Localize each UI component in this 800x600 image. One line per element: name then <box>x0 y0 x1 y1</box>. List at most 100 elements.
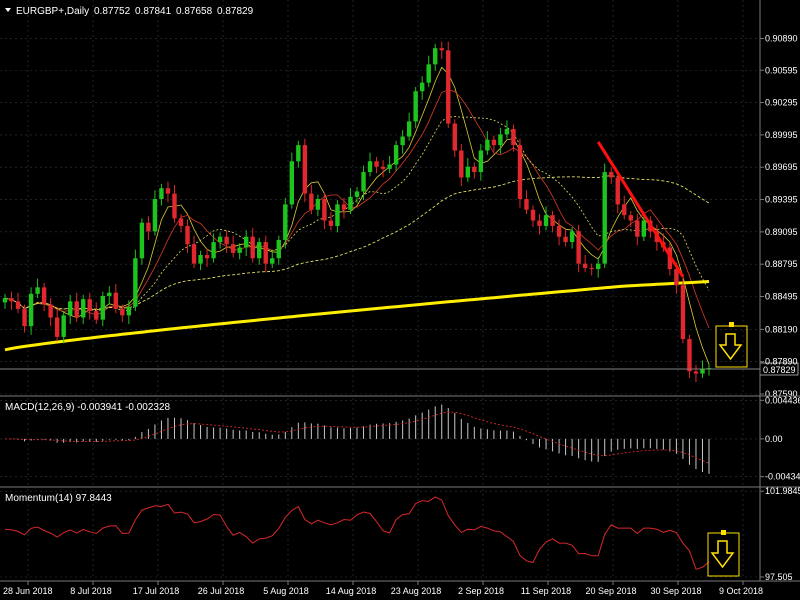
candle-body <box>530 209 536 221</box>
candle-body <box>622 204 627 216</box>
macd-tick-label: -0.00434 <box>765 472 800 482</box>
candle-body <box>406 121 412 137</box>
price-grid <box>0 0 760 395</box>
candle-body <box>706 368 712 370</box>
candle-body <box>446 50 451 124</box>
pane-title: EURGBP+,Daily 0.87752 0.87841 0.87658 0.… <box>5 6 254 17</box>
macd-signal-line <box>5 411 710 464</box>
candle-body <box>595 263 601 270</box>
price-tick-label: 0.89695 <box>765 162 798 172</box>
candle-body <box>452 123 457 151</box>
date-tick-label: 5 Aug 2018 <box>263 586 309 596</box>
candle-body <box>257 242 262 259</box>
ohlc-low: 0.87658 <box>176 6 213 17</box>
candle-body <box>165 188 171 194</box>
candle-body <box>250 236 255 259</box>
ohlc-open: 0.87752 <box>94 6 131 17</box>
candle-body <box>322 198 327 221</box>
date-tick-label: 8 Jul 2018 <box>70 586 112 596</box>
candle-body <box>283 204 288 240</box>
candle-body <box>146 222 151 232</box>
candle-body <box>543 215 549 226</box>
candle-body <box>465 166 471 178</box>
candle-body <box>107 292 112 296</box>
candle-body <box>309 193 314 210</box>
candle-body <box>74 301 79 318</box>
candle-body <box>504 128 510 135</box>
date-tick-label: 17 Jul 2018 <box>133 586 180 596</box>
candle-body <box>693 371 699 374</box>
candle-body <box>270 258 275 264</box>
date-tick-label: 2 Sep 2018 <box>458 586 504 596</box>
candle-body <box>524 198 529 210</box>
momentum-grid <box>0 489 760 579</box>
price-tick-label: 0.88795 <box>765 259 798 269</box>
date-tick-label: 28 Jun 2018 <box>3 586 53 596</box>
price-tick-label: 0.89995 <box>765 130 798 140</box>
momentum-pane[interactable]: Momentum(14) 97.8443 101.9845 97.505 <box>0 486 800 582</box>
candle-body <box>67 301 73 316</box>
candle-body <box>433 48 438 65</box>
candle-body <box>296 145 301 162</box>
candle-body <box>576 231 581 264</box>
candle-body <box>178 218 184 226</box>
candle-body <box>517 145 523 199</box>
momentum-line <box>4 496 710 570</box>
date-tick-label: 23 Aug 2018 <box>391 586 442 596</box>
candle-body <box>204 255 210 259</box>
macd-title: MACD(12,26,9) -0.003941 -0.002328 <box>5 402 171 413</box>
candle-body <box>700 369 705 374</box>
candle-body <box>159 188 164 199</box>
price-tick-label: 0.87590 <box>765 389 798 399</box>
symbol-title: EURGBP+,Daily <box>16 6 89 17</box>
down-arrow-icon <box>710 540 735 569</box>
candle-body <box>348 196 353 210</box>
candle-body <box>439 48 444 51</box>
date-tick-label: 30 Sep 2018 <box>650 586 701 596</box>
candle-body <box>341 204 347 210</box>
candle-body <box>380 166 386 169</box>
candle-body <box>198 255 203 264</box>
price-pane[interactable]: 0.87829 EURGBP+,Daily 0.87752 0.87841 0.… <box>0 0 799 399</box>
candle-body <box>185 225 190 245</box>
candle-body <box>413 91 418 122</box>
macd-tick-label: 0.004436 <box>765 395 800 405</box>
candle-body <box>602 172 607 264</box>
candle-body <box>61 315 66 337</box>
candle-body <box>393 145 399 165</box>
candle-body <box>582 263 588 268</box>
price-axis: 0.90890 0.90595 0.90295 0.89995 0.89695 0.893… <box>760 33 798 399</box>
date-tick-label: 14 Aug 2018 <box>326 586 377 596</box>
macd-grid <box>0 398 760 485</box>
macd-axis: 0.004436 0.00 -0.00434 <box>760 395 800 482</box>
downtrend-line <box>596 141 685 278</box>
candle-body <box>674 269 679 286</box>
annotation-marker <box>729 322 734 327</box>
candle-body <box>563 236 568 243</box>
dropdown-triangle-icon[interactable] <box>5 8 11 12</box>
candle-body <box>491 139 497 146</box>
candle-body <box>41 287 47 305</box>
candle-body <box>419 82 425 92</box>
price-tick-label: 0.90595 <box>765 65 798 75</box>
candle-body <box>15 301 21 309</box>
ohlc-close: 0.87829 <box>217 6 254 17</box>
macd-pane[interactable]: MACD(12,26,9) -0.003941 -0.002328 0.0044… <box>0 395 800 485</box>
price-tick-label: 0.90295 <box>765 98 798 108</box>
candle-body <box>54 317 60 337</box>
candle-body <box>628 215 633 221</box>
price-tick-label: 0.89395 <box>765 195 798 205</box>
current-price-label: 0.87829 <box>763 365 796 375</box>
candle-body <box>81 299 86 318</box>
candle-body <box>263 242 268 264</box>
candlesticks <box>2 41 712 383</box>
candle-body <box>589 267 594 270</box>
trendline <box>596 141 685 278</box>
down-arrow-icon <box>718 333 743 361</box>
candle-body <box>237 247 242 253</box>
candle-body <box>100 295 105 320</box>
candle-body <box>315 198 321 210</box>
macd-signal-path <box>5 411 710 464</box>
candle-body <box>276 239 281 259</box>
